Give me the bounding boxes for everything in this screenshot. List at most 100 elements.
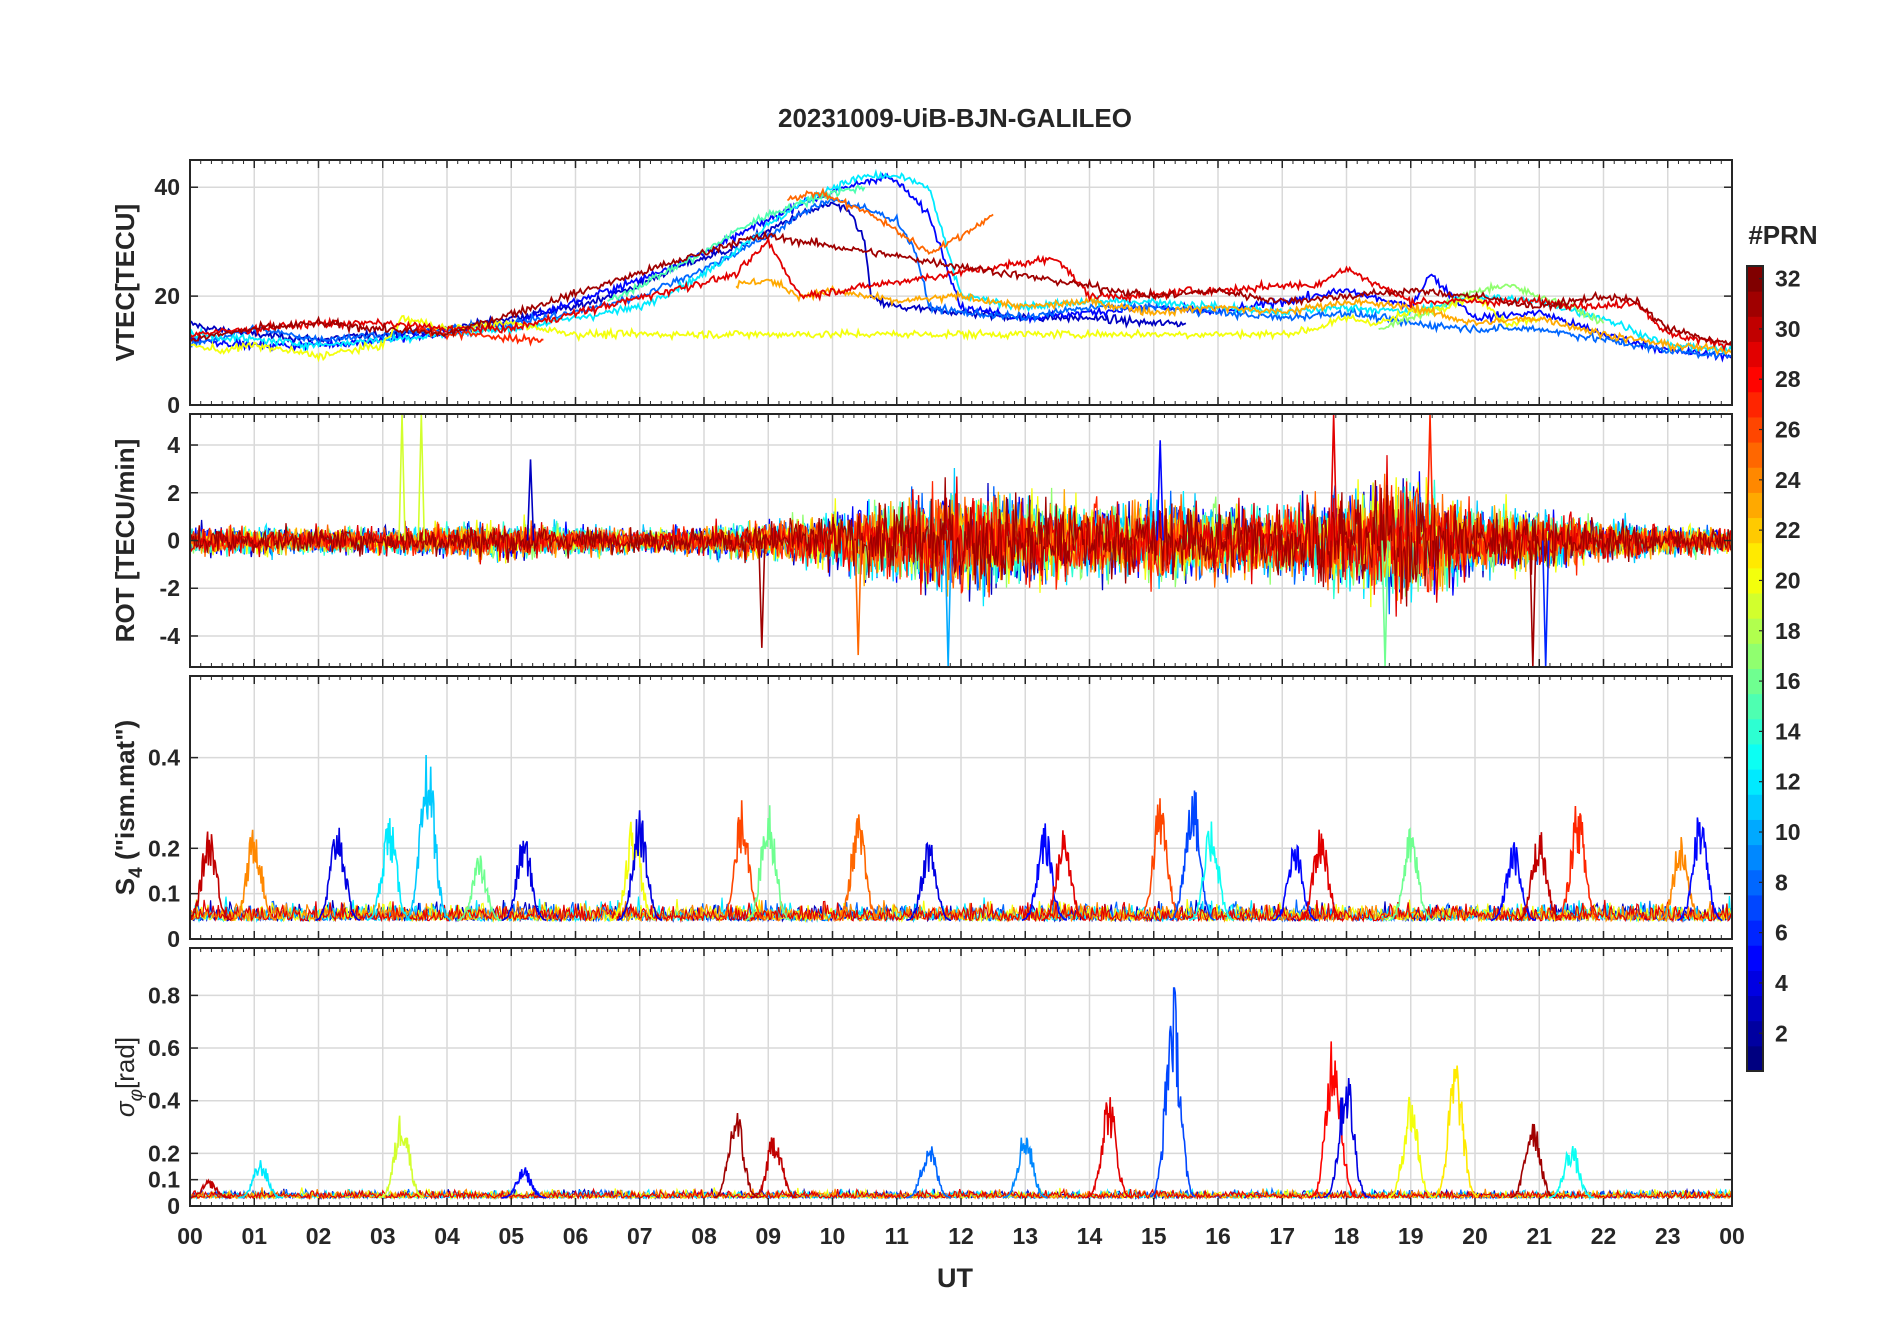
panel-s4-frame	[189, 675, 1733, 940]
burst-prn-21	[1433, 1065, 1479, 1199]
y-tick-label: 0.4	[148, 1088, 180, 1114]
y-tick-label: 0	[167, 926, 180, 952]
y-tick-label: 0	[167, 528, 180, 554]
panel-vtec-data	[190, 168, 1732, 363]
colorbar-block	[1747, 668, 1763, 695]
x-tick-label: 03	[370, 1223, 396, 1249]
y-tick-label: 0.1	[148, 881, 180, 907]
colorbar-tick-label: 24	[1775, 467, 1801, 493]
rot-peak	[526, 459, 535, 541]
x-tick-label: 15	[1141, 1223, 1167, 1249]
burst-prn-26	[719, 800, 765, 921]
x-tick-label: 06	[563, 1223, 589, 1249]
colorbar-block	[1747, 920, 1763, 946]
colorbar-block	[1747, 618, 1763, 644]
burst-prn-5	[1490, 842, 1537, 922]
burst-prn-4	[906, 841, 952, 922]
x-tick-label: 07	[627, 1223, 653, 1249]
burst-prn-31	[1510, 1123, 1556, 1199]
colorbar-tick-label: 28	[1775, 366, 1801, 392]
y-tick-label: 40	[154, 174, 180, 200]
burst-prn-5	[1021, 823, 1068, 922]
burst-prn-4	[501, 840, 547, 922]
colorbar-block	[1747, 844, 1763, 871]
rot-peak	[1329, 414, 1338, 541]
panel-s4-ylabel: S4 ("ism.mat")	[110, 720, 147, 895]
colorbar-title: #PRN	[1748, 220, 1817, 250]
burst-prn-30	[752, 1137, 798, 1199]
burst-prn-31	[713, 1112, 759, 1199]
colorbar-block	[1747, 869, 1763, 896]
panel-vtec-ylabel: VTEC[TECU]	[110, 204, 140, 361]
y-tick-label: 4	[167, 432, 180, 458]
panel-vtec-grid	[189, 160, 1733, 406]
burst-prn-20	[1388, 1096, 1434, 1199]
panel-rot: -4 -2 0 2 4 ROT [TECU/min]	[110, 413, 1733, 668]
vtec-series-prn-31	[190, 229, 1732, 346]
panel-sigmaphi-ytick-labels: 00.10.2 0.4 0.6 0.8	[148, 982, 180, 1219]
baseline-series-prn-29	[190, 1187, 1732, 1201]
y-tick-label: 0.1	[148, 1167, 180, 1193]
burst-prn-4	[315, 827, 361, 922]
rot-peak	[1529, 540, 1537, 667]
colorbar-tick-label: 10	[1775, 819, 1801, 845]
colorbar-block	[1747, 266, 1763, 292]
rot-peak	[1541, 540, 1550, 667]
burst-prn-29	[1298, 829, 1344, 922]
x-tick-label: 11	[885, 1223, 910, 1249]
colorbar-block	[1747, 366, 1763, 393]
colorbar-block	[1747, 316, 1763, 342]
colorbar-block	[1747, 391, 1763, 418]
burst-prn-30	[190, 1178, 232, 1199]
colorbar-tick-label: 4	[1775, 970, 1788, 996]
panel-s4-data	[190, 754, 1732, 924]
burst-prn-5	[1677, 817, 1723, 922]
colorbar-block	[1747, 492, 1763, 519]
x-tick-label: 23	[1655, 1223, 1681, 1249]
burst-prn-4	[1323, 1077, 1370, 1199]
panel-s4-ytick-labels: 0 0.1 0.2 0.4	[148, 745, 180, 952]
x-tick-label: 02	[306, 1223, 332, 1249]
burst-prn-5	[501, 1167, 547, 1199]
x-tick-label: 09	[755, 1223, 781, 1249]
burst-prn-28	[1310, 1041, 1356, 1198]
panel-vtec-frame	[189, 159, 1733, 406]
x-tick-label: 13	[1012, 1223, 1038, 1249]
colorbar-block	[1747, 693, 1763, 720]
y-tick-label: 20	[154, 283, 180, 309]
panel-sigmaphi: 00.10.2 0.4 0.6 0.8 σφ[rad]	[110, 947, 1733, 1219]
colorbar-block	[1747, 291, 1763, 317]
rot-peak	[944, 540, 952, 667]
colorbar-block	[1747, 995, 1763, 1022]
y-tick-label: 0	[167, 392, 180, 418]
burst-prn-19	[379, 1115, 425, 1199]
rot-peak	[1426, 414, 1434, 541]
x-tick-label: 14	[1077, 1223, 1103, 1249]
burst-prn-11	[404, 754, 451, 921]
s4-label-main: S	[110, 878, 140, 895]
burst-prn-8	[906, 1146, 952, 1199]
colorbar-tick-label: 16	[1775, 668, 1801, 694]
colorbar-block	[1747, 718, 1763, 745]
x-tick-labels: 00 01 02 03 04 05 06 07 08 09 10 11 12 13 14 15 16 17 18 19…	[177, 1223, 1745, 1249]
rot-peak	[398, 414, 406, 541]
colorbar-tick-label: 32	[1775, 266, 1801, 292]
colorbar-block	[1747, 416, 1763, 443]
vtec-series-prn-25	[786, 187, 994, 256]
x-tick-label: 12	[948, 1223, 974, 1249]
x-tick-label: 05	[498, 1223, 524, 1249]
rot-peak	[1156, 440, 1164, 541]
colorbar-block	[1747, 567, 1763, 594]
chart-title: 20231009-UiB-BJN-GALILEO	[778, 103, 1132, 133]
panel-sigmaphi-ylabel: σφ[rad]	[110, 1037, 147, 1117]
burst-prn-24	[231, 829, 277, 922]
y-tick-label: -2	[160, 575, 180, 601]
x-tick-label: 00	[177, 1223, 203, 1249]
panel-sigmaphi-grid	[189, 948, 1733, 1207]
burst-prn-16	[1388, 827, 1434, 922]
vtec-series-prn-15	[607, 184, 866, 302]
panel-sigmaphi-frame	[189, 947, 1733, 1207]
panel-s4: 0 0.1 0.2 0.4 S4 ("ism.mat")	[110, 675, 1733, 952]
